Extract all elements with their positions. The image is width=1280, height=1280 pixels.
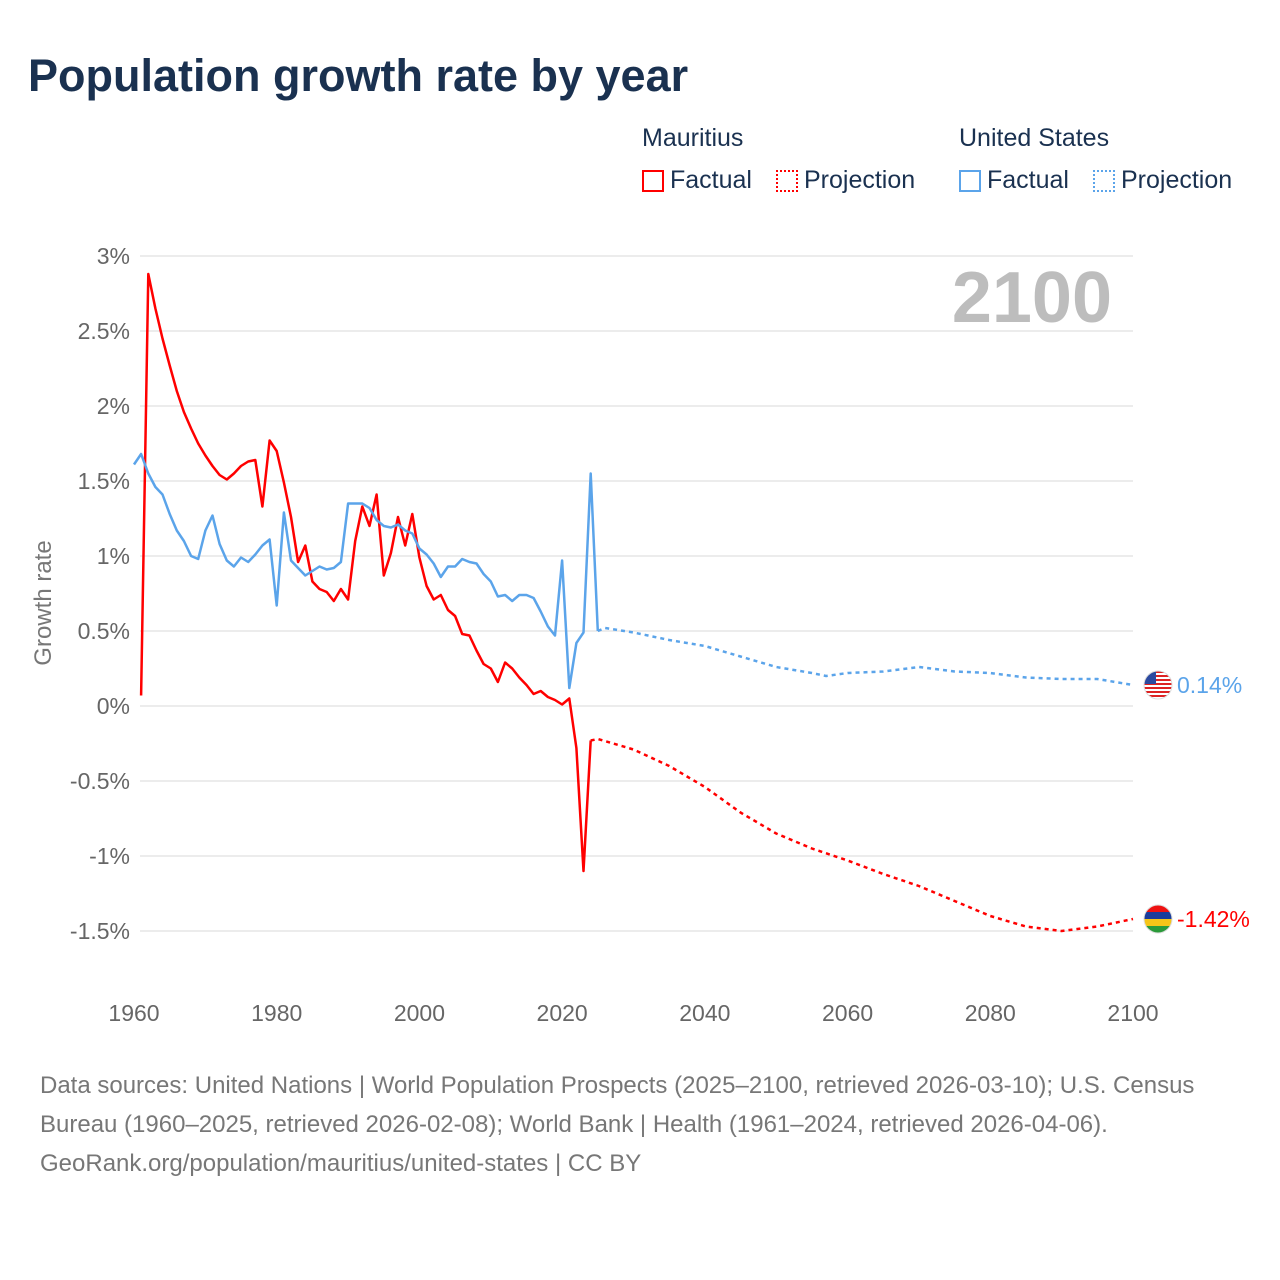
y-tick-label: 0% [97,693,130,719]
data-sources: Data sources: United Nations | World Pop… [40,1072,1195,1138]
legend-label: Projection [1121,166,1233,194]
y-tick-label: 2.5% [78,318,130,344]
series-line-united-states-projection [597,626,1134,687]
y-tick-label: -1% [89,843,130,869]
legend-swatch-solid [959,169,981,192]
flag-stripe [1144,912,1172,919]
legend-mauritius-projection[interactable]: Projection [776,166,915,195]
flag-stripe [1144,919,1172,926]
x-tick-label: 2060 [822,1000,873,1026]
flag-body [1144,905,1172,933]
legend-swatch-dotted [776,169,798,192]
flag-stripe [1144,905,1172,912]
flag-stripe [1144,687,1172,689]
x-tick-label: 2000 [394,1000,445,1026]
x-tick-label: 1960 [108,1000,159,1026]
y-tick-label: 0.5% [78,618,130,644]
legend-heading-united-states: United States [959,124,1110,152]
legend-label: Factual [670,166,752,194]
flag-stripe [1144,671,1172,673]
end-value-label: 0.14% [1177,672,1242,698]
legend-mauritius-factual[interactable]: Factual [642,166,752,195]
flag-stripe [1144,683,1172,685]
flag-border [1143,904,1173,934]
series-line-united-states-factual [132,452,600,690]
flag-stripe [1144,679,1172,681]
x-tick-label: 2100 [1107,1000,1158,1026]
legend-swatch-solid [642,169,664,192]
end-value-label: -1.42% [1177,906,1250,932]
y-tick-label: -0.5% [70,768,130,794]
flag-stripe [1144,691,1172,693]
flag-stripe [1144,926,1172,933]
legend-heading-mauritius: Mauritius [642,124,744,152]
chart-title: Population growth rate by year [28,50,689,101]
footer: Data sources: United Nations | World Pop… [40,1066,1240,1183]
x-tick-label: 1980 [251,1000,302,1026]
x-tick-label: 2080 [965,1000,1016,1026]
series-line-mauritius-factual [139,272,592,873]
y-axis-label: Growth rate [30,540,57,665]
series-line-mauritius-projection [590,737,1134,933]
y-tick-label: 2% [97,393,130,419]
legend-us-factual[interactable]: Factual [959,166,1069,195]
y-tick-label: 3% [97,243,130,269]
flag-mauritius-icon [1143,904,1173,934]
flag-stripe [1144,695,1172,697]
legend-swatch-dotted [1093,169,1115,192]
x-tick-label: 2020 [537,1000,588,1026]
x-tick-label: 2040 [679,1000,730,1026]
y-tick-label: 1% [97,543,130,569]
legend-us-projection[interactable]: Projection [1093,166,1232,195]
year-watermark: 2100 [952,258,1112,338]
legend-label: Factual [987,166,1069,194]
y-tick-label: 1.5% [78,468,130,494]
legend-label: Projection [804,166,916,194]
plot-area: 2100 Growth rate 3% 2.5% 2% 1.5% 1% 0.5% 0% -0.… [30,243,1250,1026]
flag-stripe [1144,675,1172,677]
flag-us-icon [1143,670,1173,700]
flag-border [1143,670,1173,700]
y-tick-label: -1.5% [70,918,130,944]
credit-link[interactable]: GeoRank.org/population/mauritius/united-… [40,1150,642,1177]
